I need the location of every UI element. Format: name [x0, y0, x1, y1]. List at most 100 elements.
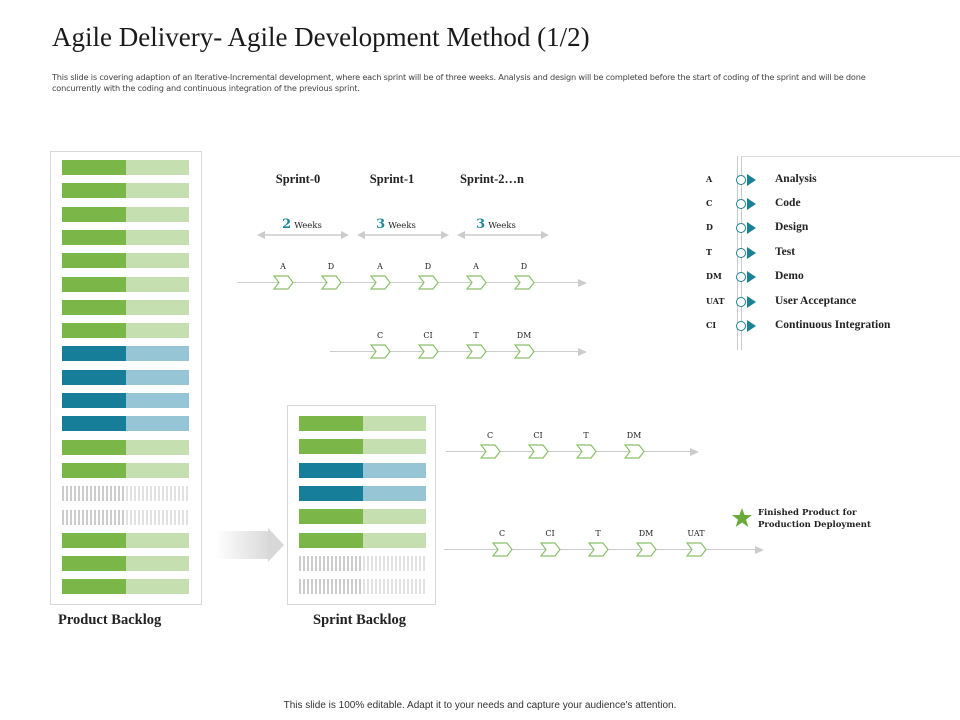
- backlog-item-right: [126, 369, 189, 385]
- backlog-item-left: [299, 509, 363, 525]
- backlog-item-right: [126, 416, 189, 432]
- footer-note: This slide is 100% editable. Adapt it to…: [283, 700, 677, 711]
- backlog-item-left: [62, 346, 126, 362]
- chevron-step-icon: [636, 542, 657, 557]
- product-backlog-caption: Product Backlog: [58, 612, 162, 628]
- backlog-item-right: [363, 462, 426, 478]
- sprint-backlog-caption: Sprint Backlog: [313, 612, 407, 628]
- backlog-item-right: [126, 556, 189, 572]
- backlog-item-right: [363, 555, 426, 571]
- backlog-item-right: [126, 276, 189, 292]
- duration-double-arrow: [457, 231, 549, 239]
- backlog-item-left: [62, 556, 126, 572]
- legend-circle-icon: [736, 199, 746, 209]
- backlog-item-left: [62, 276, 126, 292]
- chevron-step-icon: [466, 344, 487, 359]
- backlog-item-right: [126, 579, 189, 595]
- backlog-item-left: [299, 555, 363, 571]
- backlog-item-right: [363, 509, 426, 525]
- legend-circle-icon: [736, 248, 746, 258]
- weeks-unit: Weeks: [388, 221, 416, 231]
- backlog-item-left: [62, 393, 126, 408]
- arrow-head-icon: [268, 528, 284, 562]
- chevron-step-icon: [492, 542, 513, 557]
- chevron-step-icon: [624, 444, 645, 459]
- backlog-item-right: [126, 532, 189, 548]
- legend-circle-icon: [736, 321, 746, 331]
- flow-step-label: A: [280, 262, 286, 271]
- backlog-item-left: [299, 439, 363, 455]
- flow-step-label: DM: [626, 431, 642, 440]
- weeks-unit: Weeks: [488, 221, 516, 231]
- backlog-item-right: [363, 532, 426, 548]
- flow-line: [446, 451, 690, 452]
- flow-line: [330, 351, 578, 352]
- flow-step-label: C: [486, 431, 494, 440]
- legend-triangle-icon: [747, 198, 756, 210]
- backlog-item-right: [363, 485, 426, 501]
- backlog-item-right: [363, 439, 426, 455]
- finished-line-1: Finished Product for: [758, 508, 857, 518]
- backlog-item-left: [62, 160, 126, 175]
- backlog-item-right: [126, 439, 189, 455]
- flow-step-label: T: [583, 431, 589, 440]
- backlog-item-left: [62, 579, 126, 595]
- legend-triangle-icon: [747, 296, 756, 308]
- backlog-item-left: [62, 416, 126, 432]
- legend-triangle-icon: [747, 174, 756, 186]
- chevron-step-icon: [466, 275, 487, 290]
- flow-step-label: T: [595, 529, 601, 538]
- sprint-label: Sprint-1: [369, 172, 415, 186]
- flow-step-label: CI: [545, 529, 555, 538]
- sprint-label: Sprint-0: [275, 172, 321, 186]
- backlog-item-right: [126, 183, 189, 199]
- chevron-step-icon: [480, 444, 501, 459]
- flow-step-label: CI: [423, 331, 433, 340]
- page-subtitle: This slide is covering adaption of an It…: [52, 72, 866, 93]
- chevron-step-icon: [686, 542, 707, 557]
- duration-double-arrow: [257, 231, 349, 239]
- legend-circle-icon: [736, 297, 746, 307]
- legend-abbr: T: [706, 247, 712, 257]
- backlog-item-left: [62, 486, 126, 502]
- backlog-item-right: [126, 393, 189, 408]
- weeks-number: 3: [376, 217, 386, 232]
- flow-step-label: C: [498, 529, 506, 538]
- legend-label: Design: [775, 221, 809, 233]
- chevron-step-icon: [576, 444, 597, 459]
- backlog-item-right: [363, 416, 426, 431]
- backlog-item-left: [62, 299, 126, 315]
- weeks-unit: Weeks: [294, 221, 322, 231]
- backlog-item-left: [299, 416, 363, 431]
- legend-triangle-icon: [747, 222, 756, 234]
- backlog-item-left: [62, 229, 126, 245]
- legend-circle-icon: [736, 272, 746, 282]
- backlog-item-right: [126, 160, 189, 175]
- backlog-item-right: [126, 253, 189, 269]
- backlog-item-left: [62, 369, 126, 385]
- page-title: Agile Delivery- Agile Development Method…: [52, 22, 590, 52]
- backlog-item-right: [126, 462, 189, 478]
- legend-label: Continuous Integration: [775, 319, 891, 331]
- chevron-step-icon: [321, 275, 342, 290]
- backlog-item-right: [126, 346, 189, 362]
- backlog-item-left: [62, 532, 126, 548]
- backlog-item-left: [62, 323, 126, 339]
- flow-arrowhead-icon: [578, 278, 587, 287]
- legend-label: Test: [775, 246, 796, 258]
- weeks-number: 2: [282, 217, 292, 232]
- chevron-step-icon: [540, 542, 561, 557]
- chevron-step-icon: [514, 344, 535, 359]
- legend-abbr: C: [706, 198, 713, 208]
- flow-arrowhead-icon: [578, 347, 587, 356]
- chevron-step-icon: [418, 344, 439, 359]
- backlog-transfer-arrow: [215, 531, 271, 559]
- flow-arrowhead-icon: [755, 545, 764, 554]
- flow-step-label: D: [424, 262, 432, 271]
- flow-arrowhead-icon: [690, 447, 699, 456]
- legend-abbr: D: [706, 222, 713, 232]
- backlog-item-left: [299, 579, 363, 595]
- flow-step-label: UAT: [687, 529, 705, 538]
- legend-label: Code: [775, 197, 801, 209]
- legend-label: Analysis: [775, 173, 817, 185]
